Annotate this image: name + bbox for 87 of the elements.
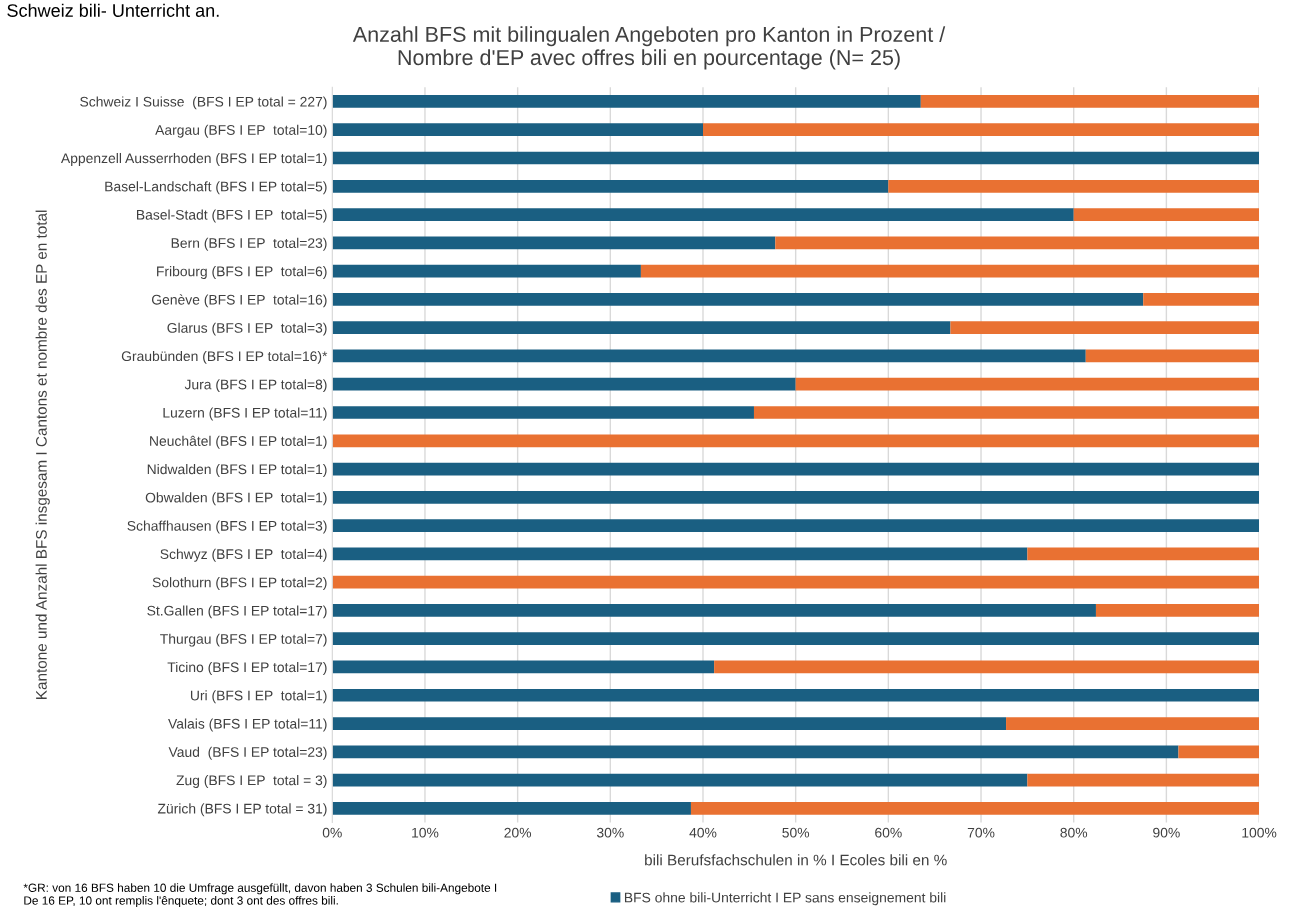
bar [332, 95, 921, 108]
bar [332, 293, 1144, 306]
x-tick-label: 80% [1060, 827, 1088, 838]
x-tick-label: 20% [504, 827, 532, 838]
bar [332, 519, 1260, 532]
y-tick-label: Schaffhausen (BFS I EP total=3) [127, 520, 327, 534]
bar [920, 95, 1260, 108]
y-tick-label: Schweiz I Suisse (BFS I EP total = 227) [80, 96, 327, 110]
text: *GR: von 16 BFS haben 10 die Umfrage ausgefüllt, davon haben 3 Schulen bili-Angebote I De 16 EP, 10 ont remplis l'ênquete; dont 3 ont des offres bili. [23, 883, 497, 908]
bar [690, 802, 1260, 815]
x-tick-label: 60% [875, 827, 902, 838]
y-tick-label: Basel-Stadt (BFS I EP total=5) [136, 209, 327, 223]
y-tick-label: Nidwalden (BFS I EP total=1) [147, 464, 327, 477]
y-tick-label: Solothurn (BFS I EP total=2) [152, 577, 327, 591]
bar [714, 660, 1260, 674]
y-tick-label: St.Gallen (BFS I EP total=17) [147, 605, 327, 619]
x-tick-label: 0% [322, 827, 342, 838]
y-tick-label: Ticino (BFS I EP total=17) [167, 661, 327, 675]
bar [332, 604, 1096, 617]
y-tick-label: Basel-Landschaft (BFS I EP total=5) [105, 181, 327, 195]
bar [332, 462, 1260, 476]
bar [332, 717, 1007, 730]
bar [775, 236, 1260, 250]
bar [332, 660, 715, 674]
bar [950, 321, 1260, 335]
y-tick-label: Schwyz (BFS I EP total=4) [160, 548, 327, 562]
y-tick-label: Uri (BFS I EP total=1) [190, 690, 327, 704]
bar [1027, 547, 1260, 561]
y-tick-label: Neuchâtel (BFS I EP total=1) [150, 435, 327, 449]
y-tick-label: Zürich (BFS I EP total = 31) [157, 803, 327, 817]
y-tick-label: Vaud (BFS I EP total=23) [168, 746, 327, 760]
x-tick-label: 90% [1153, 827, 1180, 838]
bar [332, 802, 691, 815]
x-tick-label: 10% [412, 827, 439, 838]
bar [332, 208, 1074, 221]
bar [888, 179, 1260, 193]
bar [332, 745, 1179, 759]
bar [1073, 208, 1260, 221]
bar [703, 123, 1260, 137]
bar [332, 434, 1260, 448]
bar [332, 406, 754, 419]
bar [332, 179, 889, 193]
bar [795, 377, 1260, 391]
y-tick-label: Graubünden (BFS I EP total=16)* [121, 350, 328, 364]
y-tick-label: Genève (BFS I EP total=16) [151, 294, 327, 308]
bar [1027, 773, 1260, 787]
bar [332, 632, 1260, 646]
y-axis-title: Kantone und Anzahl BFS insgesam I Cantons et nombre des EP en total [35, 210, 50, 699]
x-tick-label: 40% [689, 827, 717, 838]
y-tick-label: Luzern (BFS I EP total=11) [163, 407, 327, 421]
bar [1085, 349, 1260, 363]
chart-title: Anzahl BFS mit bilingualen Angeboten pro Kanton in Prozent / Nombre d'EP avec offres bili en pourcentage (N= 25) [352, 26, 946, 70]
x-axis-title: bili Berufsfachschulen in % I Ecoles bili en % [645, 854, 947, 866]
bar [753, 406, 1260, 419]
x-tick-label: 30% [596, 827, 624, 838]
bar [1178, 745, 1260, 759]
y-tick-label: Appenzell Ausserrhoden (BFS I EP total=1) [60, 152, 327, 166]
y-tick-label: Aargau (BFS I EP total=10) [155, 124, 327, 138]
bar [332, 377, 796, 391]
bar [332, 575, 1260, 589]
y-tick-label: Bern (BFS I EP total=23) [171, 237, 327, 251]
bar [332, 688, 1260, 702]
y-tick-label: Valais (BFS I EP total=11) [168, 718, 327, 732]
legend-label: BFS ohne bili-Unterricht I EP sans enseignement bili [624, 892, 946, 906]
bar [332, 547, 1028, 561]
y-tick-label: Fribourg (BFS I EP total=6) [157, 266, 327, 280]
y-tick-label: Jura (BFS I EP total=8) [184, 379, 327, 393]
y-tick-label: Glarus (BFS I EP total=3) [167, 322, 327, 336]
bar [332, 264, 641, 278]
text: Schweiz bili- Unterricht an. [7, 3, 219, 17]
y-tick-label: Obwalden (BFS I EP total=1) [145, 492, 327, 506]
bar [332, 773, 1028, 787]
y-tick-label: Zug (BFS I EP total = 3) [176, 775, 327, 788]
x-tick-label: 70% [967, 827, 995, 838]
x-tick-label: 50% [782, 827, 810, 838]
bar [1006, 717, 1260, 730]
bar [640, 264, 1260, 278]
bar [332, 236, 776, 250]
y-tick-label: Thurgau (BFS I EP total=7) [160, 633, 327, 647]
bar [332, 123, 703, 137]
bar [1143, 293, 1260, 306]
bar [332, 151, 1260, 165]
bar [1095, 604, 1260, 617]
bar [332, 490, 1260, 504]
x-tick-label: 100% [1242, 827, 1277, 838]
bar [332, 349, 1086, 363]
bar [332, 321, 951, 335]
